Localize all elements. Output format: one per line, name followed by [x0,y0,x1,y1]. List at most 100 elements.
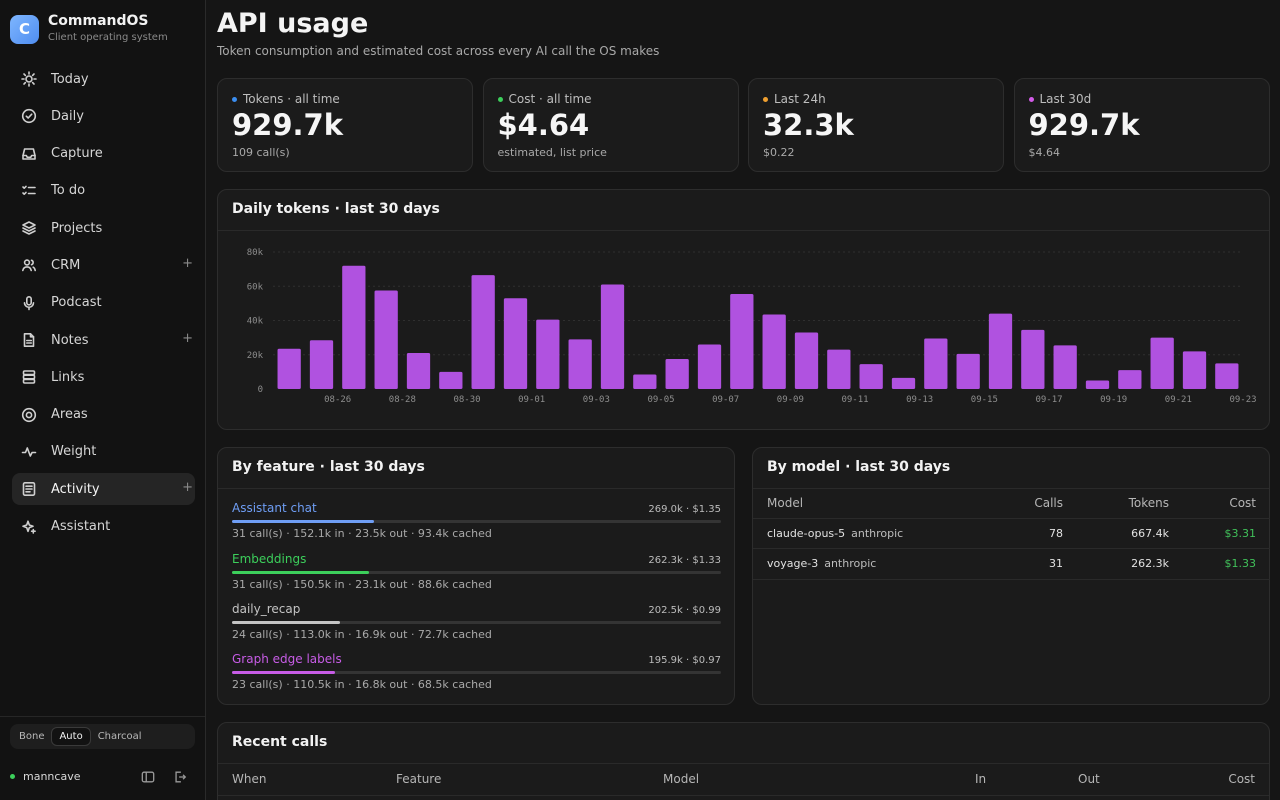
sidebar-item-label: Notes [51,332,89,348]
page-title: API usage [217,8,369,39]
user-name: manncave [23,770,81,783]
user-account[interactable]: manncave [10,770,80,783]
bar-09-08 [730,293,754,389]
sidebar-divider [0,716,205,717]
table-row[interactable]: claude-opus-5 anthropic 78 667.4k $3.31 [753,519,1270,549]
col-cost[interactable]: Cost [1229,496,1256,510]
users-icon [20,256,38,274]
feature-share-bar [232,671,721,674]
bar-08-28 [374,290,398,389]
x-tick-label: 09-07 [712,395,739,405]
user-status-dot [10,774,15,779]
sidebar-item-projects[interactable]: Projects [12,212,195,244]
daily-tokens-chart: 0 20k 40k 60k 80k 08-26 08-28 08-30 09-01 09-03 09… [247,248,1257,405]
add-activity-button[interactable]: + [182,480,193,496]
col-cost[interactable]: Cost [1228,772,1255,786]
sidebar-item-label: Assistant [51,519,111,535]
bar-09-03 [568,339,592,389]
col-out[interactable]: Out [1078,772,1100,786]
bar-09-18 [1053,345,1077,389]
theme-switcher: Bone Auto Charcoal [10,724,195,749]
by-feature-card: By feature · last 30 days Assistant chat… [217,447,735,705]
tokens-cell: 262.3k [1131,557,1169,570]
sidebar-item-today[interactable]: Today [12,63,195,95]
stat-value: 32.3k [763,108,854,142]
report-icon [20,480,38,498]
recent-calls-card: Recent calls When Feature Model In Out C… [217,722,1270,800]
add-notes-button[interactable]: + [182,331,193,347]
collapse-sidebar-button[interactable] [141,769,157,785]
sidebar-item-podcast[interactable]: Podcast [12,287,195,319]
sidebar-item-assistant[interactable]: Assistant [12,511,195,543]
brand-name: CommandOS [48,13,149,29]
x-tick-label: 09-11 [841,395,868,405]
sidebar-item-label: To do [51,183,86,199]
stat-card: Last 30d 929.7k $4.64 [1013,78,1270,172]
feature-name: Graph edge labels [232,652,342,666]
model-name: claude-opus-5 [767,526,846,540]
pulse-icon [20,443,38,461]
col-tokens[interactable]: Tokens [1128,496,1169,510]
cost-cell: $1.33 [1224,557,1257,570]
by-model-title: By model · last 30 days [767,459,951,475]
daily-tokens-title: Daily tokens · last 30 days [232,201,440,217]
logout-button[interactable] [173,769,189,785]
feature-name: Assistant chat [232,501,317,515]
brand[interactable]: C CommandOS Client operating system [10,13,168,45]
target-icon [20,406,38,424]
add-crm-button[interactable]: + [182,256,193,272]
col-feature[interactable]: Feature [396,772,442,786]
model-table: Model Calls Tokens Cost claude-opus-5 ant… [753,488,1270,580]
inbox-icon [20,145,38,163]
sparkle-icon [20,518,38,536]
stat-label-row: Last 24h [763,92,826,106]
bar-09-07 [697,344,722,389]
feature-name: daily_recap [232,602,301,616]
bar-08-31 [471,275,495,389]
stat-dot [763,96,768,102]
sidebar-item-activity[interactable]: Activity + [12,473,195,506]
col-when[interactable]: When [232,772,267,786]
stat-dot [497,96,503,102]
bar-09-23 [1215,363,1239,389]
sidebar-item-daily[interactable]: Daily [12,100,195,132]
sidebar-item-areas[interactable]: Areas [12,399,195,431]
sidebar-item-label: Weight [51,444,97,460]
feature-share-fill [232,571,369,574]
bar-08-26 [309,340,334,389]
bar-09-21 [1150,337,1174,389]
col-calls[interactable]: Calls [1034,496,1063,510]
bar-09-04 [600,284,625,389]
sidebar-item-label: Links [51,369,85,385]
model-table-header: Model Calls Tokens Cost [753,488,1270,519]
table-row[interactable]: voyage-3 anthropic 31 262.3k $1.33 [753,549,1270,580]
sidebar-item-notes[interactable]: Notes + [12,324,195,356]
col-model[interactable]: Model [663,772,700,786]
sidebar-item-to-do[interactable]: To do [12,175,195,207]
sidebar-item-weight[interactable]: Weight [12,436,195,468]
by-model-card: By model · last 30 days Model Calls Toke… [752,447,1270,705]
card-divider [753,488,1269,489]
stat-card: Tokens · all time 929.7k 109 call(s) [217,78,473,172]
theme-option-bone[interactable]: Bone [19,731,45,742]
sidebar-item-capture[interactable]: Capture [12,138,195,170]
stat-dot [1028,96,1034,102]
bar-09-05 [633,374,657,389]
stat-subtext: 109 call(s) [232,146,290,159]
feature-total: 202.5k · $0.99 [648,605,721,616]
col-model[interactable]: Model [767,496,804,510]
sidebar-item-label: Today [51,71,89,87]
bar-09-10 [794,332,819,389]
bar-08-27 [342,265,366,389]
stat-value: $4.64 [497,108,590,142]
col-in[interactable]: In [975,772,987,786]
x-tick-label: 08-28 [389,395,416,405]
bar-09-15 [956,353,980,389]
sun-icon [20,70,38,88]
stat-label-row: Tokens · all time [232,92,340,106]
theme-option-charcoal[interactable]: Charcoal [97,731,142,742]
sidebar-item-crm[interactable]: CRM + [12,249,195,281]
theme-option-auto[interactable]: Auto [51,727,91,746]
x-tick-label: 09-17 [1035,395,1062,405]
sidebar-item-links[interactable]: Links [12,361,195,393]
